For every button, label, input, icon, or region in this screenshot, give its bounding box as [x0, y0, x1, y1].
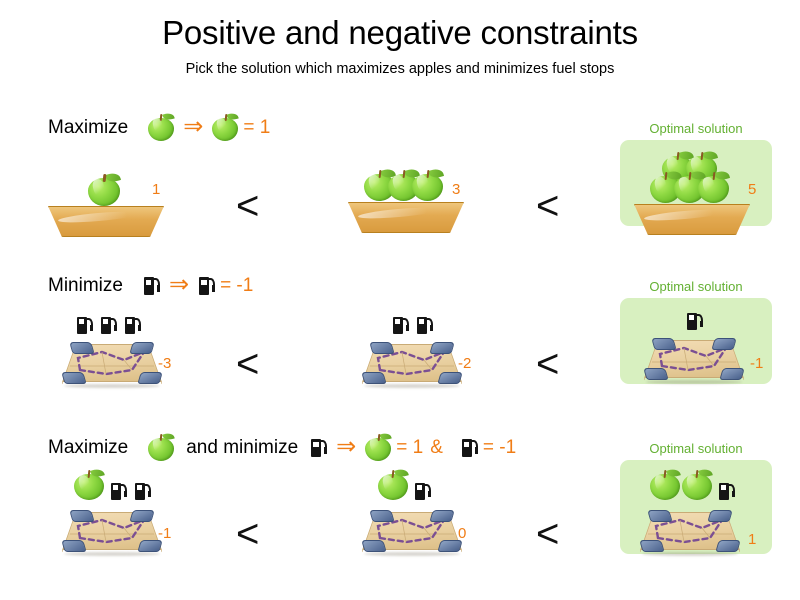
- row-1-equals: = 1: [243, 117, 271, 138]
- bowl-icon: [348, 202, 464, 233]
- option-bowl-five-apples[interactable]: [634, 149, 784, 235]
- fuel-pump-icon: [143, 277, 160, 296]
- score-value: 1: [152, 181, 161, 198]
- score-value: 5: [748, 181, 757, 198]
- score-value: 0: [458, 525, 467, 542]
- page-title: Positive and negative constraints: [162, 14, 638, 51]
- apple-icon: [148, 112, 175, 142]
- implies-arrow-icon: ⇒: [168, 271, 190, 298]
- apple-icon: [378, 467, 409, 502]
- route-map-icon: [361, 340, 463, 388]
- fuel-pump-icon: [124, 316, 141, 335]
- bowl-icon: [634, 204, 750, 235]
- row-3-label: Maximize and minimize ⇒ = 1 & = -1: [48, 432, 517, 462]
- apple-icon: [650, 467, 681, 502]
- row-2-verb: Minimize: [48, 275, 123, 296]
- row-2-equals: = -1: [220, 275, 254, 296]
- apple-icon: [212, 112, 239, 142]
- option-map-one-apple-two-pumps[interactable]: [61, 467, 202, 556]
- comparison-less-than: <: [236, 184, 260, 228]
- row-3-options: -1 <: [0, 428, 800, 576]
- comparison-less-than: <: [536, 184, 560, 228]
- apple-icon: [682, 467, 713, 502]
- option-bowl-three-apples[interactable]: [348, 152, 498, 233]
- fuel-pump-icon: [134, 482, 151, 501]
- pump-icons-group: [414, 482, 431, 501]
- pump-icons-group: [110, 482, 151, 501]
- option-map-two-apples-one-pump[interactable]: [639, 467, 770, 556]
- fuel-pump-icon: [310, 439, 328, 458]
- row-1-options: 1 < 3 < Optimal solution: [0, 108, 800, 248]
- score-value: -3: [158, 355, 172, 372]
- option-map-one-pump[interactable]: [643, 312, 764, 384]
- row-3-verb: Maximize: [48, 437, 129, 458]
- route-map-icon: [639, 508, 741, 556]
- apple-icon: [698, 169, 730, 205]
- score-value: -1: [750, 355, 764, 372]
- route-map-icon: [61, 340, 163, 388]
- optimal-solution-2[interactable]: Optimal solution: [620, 279, 772, 400]
- pump-icons-group: [718, 482, 735, 501]
- bowl-icon: [48, 206, 164, 237]
- score-value: -2: [458, 355, 472, 372]
- option-map-two-pumps[interactable]: [361, 316, 492, 388]
- row-1-label: Maximize ⇒ = 1: [48, 112, 271, 142]
- option-bowl-one-apple[interactable]: [48, 160, 178, 237]
- row-maximize-apples-minimize-fuel: Maximize and minimize ⇒ = 1 & = -1: [0, 428, 800, 576]
- row-3-equals-2: = -1: [482, 437, 517, 458]
- option-map-one-apple-one-pump[interactable]: [361, 467, 502, 556]
- implies-arrow-icon: ⇒: [336, 433, 357, 460]
- comparison-less-than: <: [536, 342, 560, 386]
- fuel-pump-icon: [416, 316, 433, 335]
- apple-icon: [365, 432, 392, 462]
- fuel-pump-icon: [414, 482, 431, 501]
- apple-icon: [412, 167, 444, 203]
- optimal-solution-3[interactable]: Optimal solution: [620, 441, 772, 567]
- implies-arrow-icon: ⇒: [183, 113, 204, 140]
- score-value: 3: [452, 181, 461, 198]
- optimal-solution-label: Optimal solution: [649, 279, 743, 294]
- row-3-ampersand: &: [430, 437, 443, 458]
- page-header: Positive and negative constraints Pick t…: [0, 0, 800, 78]
- comparison-less-than: <: [236, 342, 260, 386]
- pump-icons-group: [76, 316, 141, 335]
- apple-icon: [148, 432, 175, 462]
- apple-icon: [74, 467, 105, 502]
- route-map-icon: [61, 508, 163, 556]
- fuel-pump-icon: [392, 316, 409, 335]
- fuel-pump-icon: [718, 482, 735, 501]
- fuel-pump-icon: [198, 277, 215, 296]
- score-value: 1: [748, 531, 757, 548]
- optimal-solution-label: Optimal solution: [649, 121, 743, 136]
- row-2-options: -3 <: [0, 268, 800, 403]
- option-map-three-pumps[interactable]: [61, 316, 192, 388]
- comparison-less-than: <: [536, 512, 560, 556]
- fuel-pump-icon: [686, 312, 703, 331]
- fuel-pump-icon: [110, 482, 127, 501]
- route-map-icon: [643, 336, 745, 384]
- optimal-solution-label: Optimal solution: [649, 441, 743, 456]
- score-value: -1: [158, 525, 172, 542]
- fuel-pump-icon: [76, 316, 93, 335]
- row-1-verb: Maximize: [48, 117, 129, 138]
- fuel-pump-icon: [100, 316, 117, 335]
- apple-icon: [88, 171, 121, 208]
- row-3-conjunction: and minimize: [186, 437, 299, 458]
- fuel-pump-icon: [461, 439, 478, 458]
- pump-icons-group: [392, 316, 433, 335]
- page-subtitle: Pick the solution which maximizes apples…: [185, 60, 615, 77]
- pump-icons-group: [686, 312, 703, 331]
- row-2-label: Minimize ⇒ = -1: [48, 271, 254, 298]
- comparison-less-than: <: [236, 512, 260, 556]
- row-maximize-apples: Maximize ⇒ = 1 1 <: [0, 108, 800, 248]
- route-map-icon: [361, 508, 463, 556]
- row-3-equals: = 1: [396, 437, 424, 458]
- optimal-solution-1[interactable]: Optimal solution: [620, 121, 772, 242]
- row-minimize-fuel: Minimize ⇒ = -1: [0, 268, 800, 403]
